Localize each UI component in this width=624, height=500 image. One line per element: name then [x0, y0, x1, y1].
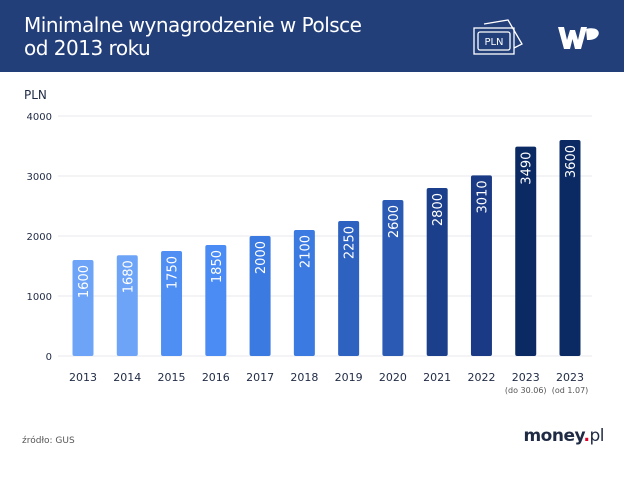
bar-value-label: 1750 — [166, 256, 181, 289]
x-tick-label: 2013 — [69, 371, 97, 384]
y-tick-label: 4000 — [27, 112, 52, 123]
x-tick-label: 2020 — [379, 371, 407, 384]
bar-value-label: 2000 — [254, 241, 269, 274]
x-tick-note: (od 1.07) — [552, 386, 589, 395]
bar-value-label: 2600 — [387, 205, 402, 238]
bar-value-label: 1850 — [210, 250, 225, 283]
chart-title: Minimalne wynagrodzenie w Polsce od 2013… — [24, 14, 362, 60]
title-line-2: od 2013 roku — [24, 36, 151, 60]
bar-value-label: 3490 — [520, 152, 535, 185]
bar-2016 — [205, 245, 227, 356]
money-pl-logo: money.pl — [523, 426, 604, 446]
y-axis-unit: PLN — [24, 88, 47, 102]
bar-value-label: 3600 — [564, 145, 579, 178]
banknote-pln-icon: PLN — [473, 19, 523, 55]
x-tick-label: 2015 — [158, 371, 186, 384]
bar-2013 — [72, 260, 94, 356]
bar-2017 — [249, 236, 271, 356]
bar-2022 — [470, 175, 492, 356]
wp-logo — [558, 27, 599, 49]
banknote-label: PLN — [484, 37, 503, 48]
bar-value-label: 2250 — [343, 226, 358, 259]
bar-value-label: 1680 — [121, 260, 136, 293]
y-tick-label: 1000 — [27, 292, 52, 303]
x-tick-label: 2016 — [202, 371, 230, 384]
bar-value-label: 2800 — [431, 193, 446, 226]
bar-2023 — [515, 146, 537, 356]
bar-value-label: 2100 — [298, 235, 313, 268]
x-tick-label: 2023 — [556, 371, 584, 384]
y-tick-label: 0 — [46, 352, 52, 363]
bar-chart: 0 1000 2000 3000 4000 1600 2013 1680 2014 1750 201… — [27, 112, 592, 395]
bar-2020 — [382, 200, 404, 356]
header-banner: Minimalne wynagrodzenie w Polsce od 2013… — [0, 0, 624, 72]
bar-value-label: 3010 — [475, 180, 490, 213]
x-tick-label: 2022 — [467, 371, 495, 384]
bar-2018 — [293, 230, 315, 356]
y-tick-label: 3000 — [27, 172, 52, 183]
x-tick-label: 2014 — [113, 371, 141, 384]
bar-2019 — [338, 221, 360, 356]
bar-value-label: 1600 — [77, 265, 92, 298]
bar-2014 — [116, 255, 138, 356]
y-tick-label: 2000 — [27, 232, 52, 243]
x-tick-note: (do 30.06) — [505, 386, 547, 395]
title-line-1: Minimalne wynagrodzenie w Polsce — [24, 13, 362, 37]
source-note: źródło: GUS — [22, 436, 75, 446]
x-tick-label: 2018 — [290, 371, 318, 384]
bar-2023 — [559, 140, 581, 356]
x-tick-label: 2023 — [512, 371, 540, 384]
bar-2015 — [161, 251, 183, 356]
x-tick-label: 2021 — [423, 371, 451, 384]
x-tick-label: 2017 — [246, 371, 274, 384]
bar-2021 — [426, 188, 448, 356]
x-tick-label: 2019 — [335, 371, 363, 384]
